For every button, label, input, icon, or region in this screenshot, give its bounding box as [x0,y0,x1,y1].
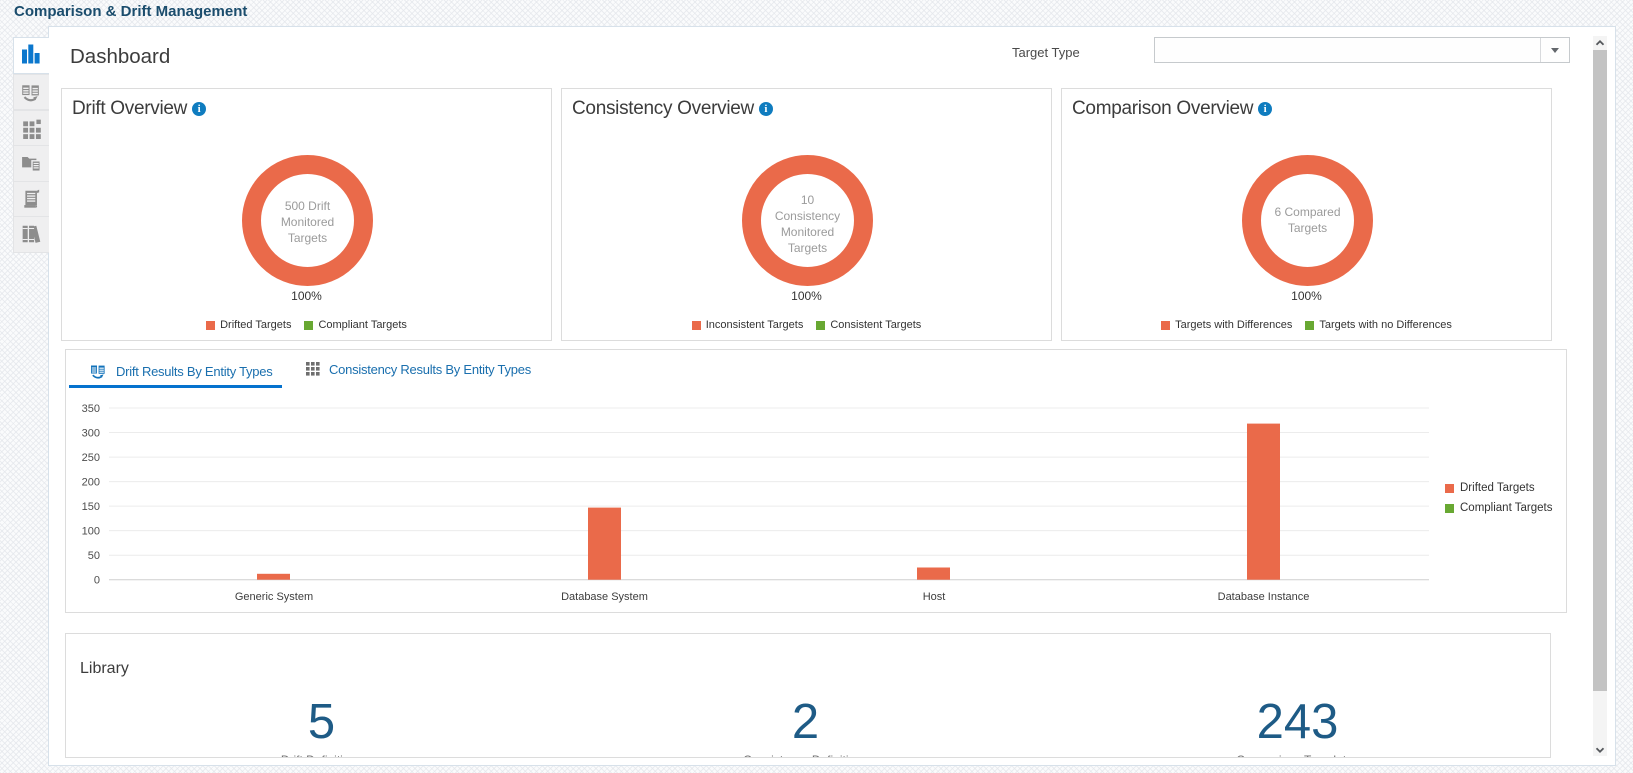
svg-text:150: 150 [82,501,100,513]
svg-text:300: 300 [82,428,100,440]
svg-text:350: 350 [82,403,100,415]
svg-text:Database System: Database System [561,591,648,603]
svg-text:Database Instance: Database Instance [1218,591,1310,603]
svg-text:0: 0 [94,575,100,587]
svg-text:100: 100 [82,526,100,538]
svg-text:200: 200 [82,477,100,489]
svg-text:Host: Host [923,591,946,603]
svg-text:Generic System: Generic System [235,591,313,603]
svg-text:50: 50 [88,550,100,562]
svg-text:250: 250 [82,452,100,464]
